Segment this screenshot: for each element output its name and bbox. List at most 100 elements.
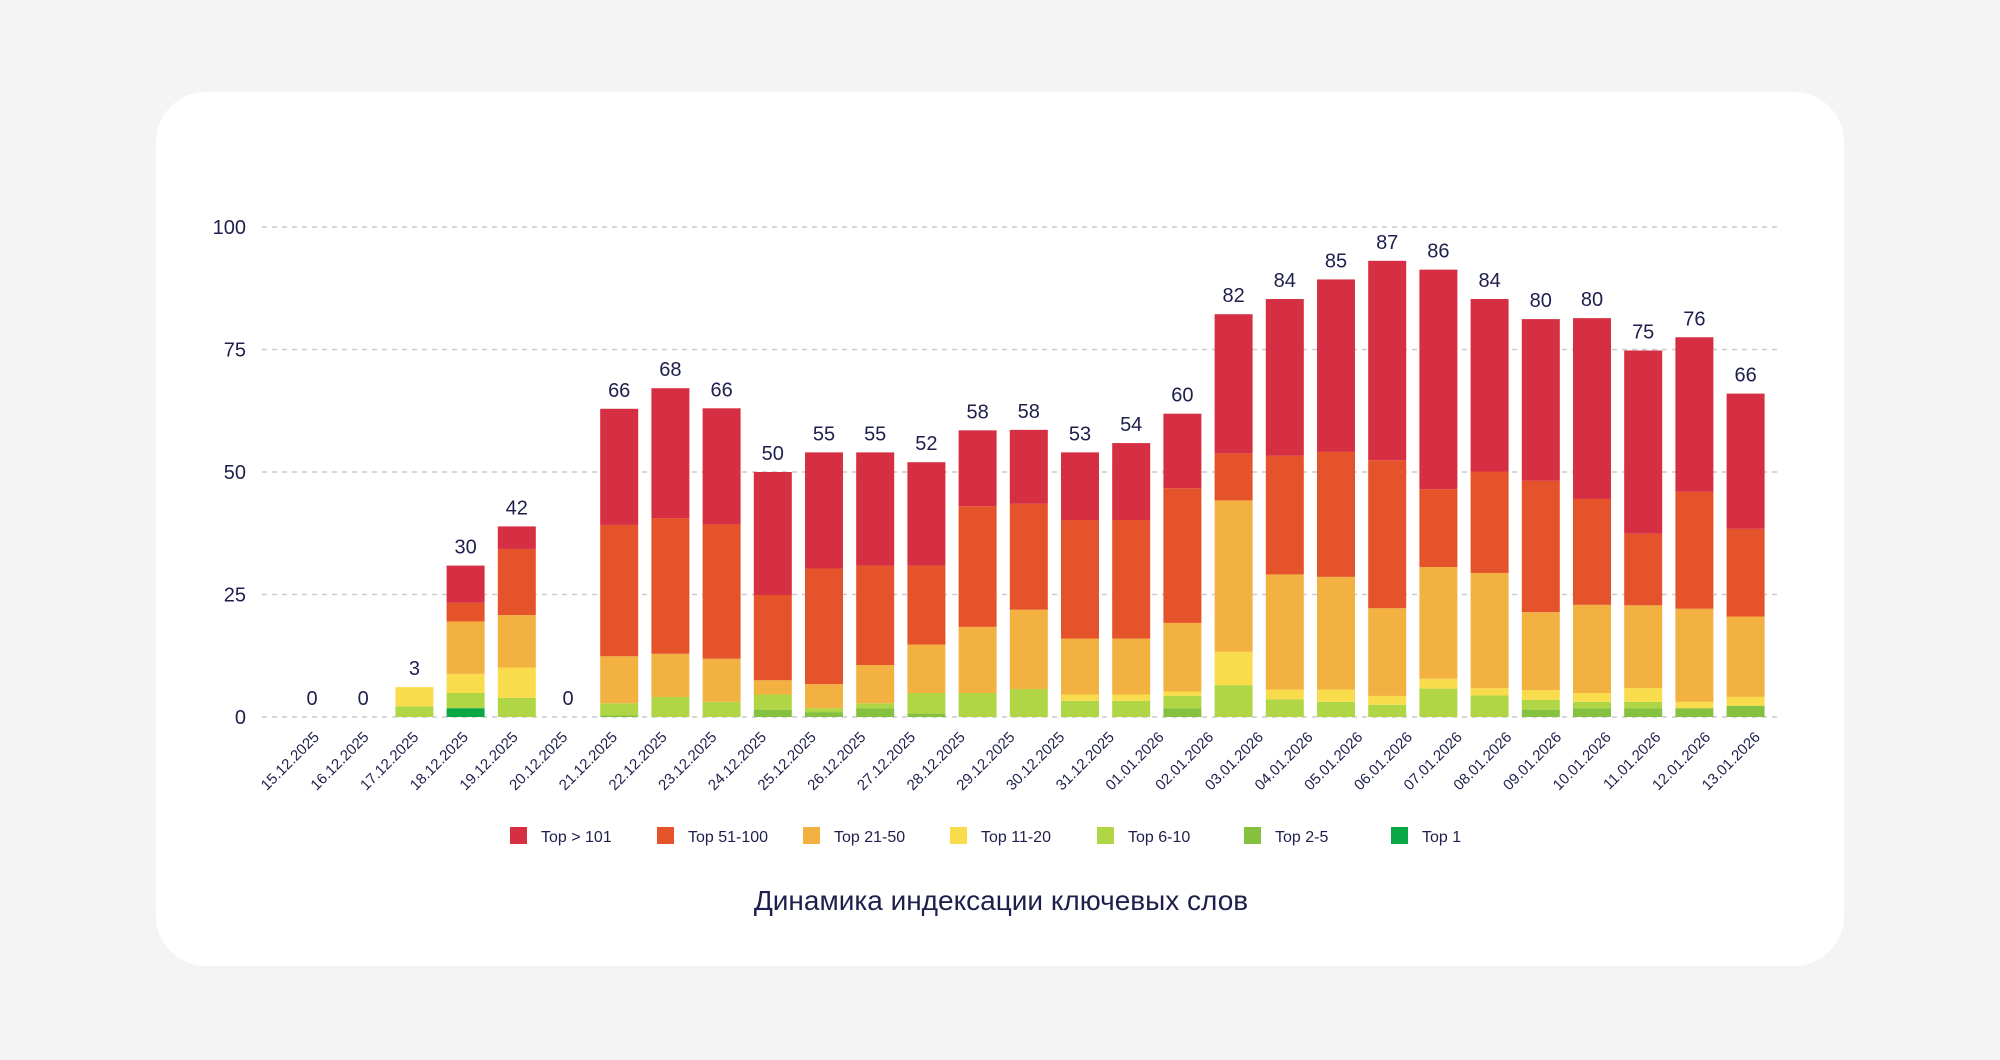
bar-segment <box>1214 453 1253 501</box>
bar-segment <box>497 548 536 616</box>
bar-segment <box>702 524 741 659</box>
bar-segment <box>446 673 485 693</box>
bar-segment <box>1317 279 1355 452</box>
y-tick-label: 100 <box>213 217 246 239</box>
bar-segment <box>907 462 946 566</box>
bar-segment <box>1163 695 1202 709</box>
bar-segment <box>1317 451 1355 577</box>
bar-total-label: 87 <box>1376 232 1398 254</box>
bar-segment <box>805 684 843 709</box>
x-axis-ticks: 15.12.202516.12.202517.12.202518.12.2025… <box>258 729 1764 794</box>
bar-segment <box>497 615 536 668</box>
bar-segment <box>446 602 485 622</box>
bar-segment <box>702 658 741 702</box>
bar-segment <box>1521 709 1560 717</box>
bar-segment <box>958 430 997 507</box>
bar-segment <box>1265 689 1304 700</box>
bar-segment <box>497 697 536 717</box>
bar-total-label: 68 <box>659 359 681 381</box>
bar-segment <box>1573 708 1611 717</box>
bar-segment <box>907 692 946 714</box>
bar-segment <box>1624 708 1663 717</box>
bar-total-label: 80 <box>1530 290 1552 312</box>
bar-segment <box>1624 688 1663 702</box>
y-tick-label: 50 <box>224 462 246 484</box>
bar-total-label: 66 <box>1734 365 1756 387</box>
bar-total-label: 55 <box>864 423 886 445</box>
bar-total-label: 66 <box>608 380 630 402</box>
bar-total-label: 58 <box>1018 401 1040 423</box>
bar-segment <box>1726 393 1765 529</box>
legend-label: Top 51-100 <box>688 829 768 846</box>
bar-total-label: 3 <box>409 658 420 680</box>
legend-swatch <box>1244 827 1261 844</box>
bar-segment <box>1265 699 1304 717</box>
bar-total-label: 58 <box>966 401 988 423</box>
y-axis-ticks: 0 25 50 75 100 <box>213 217 246 729</box>
y-tick-label: 75 <box>224 340 246 362</box>
bar-total-labels: 0 0 3 30 42 0 66 68 66 50 55 55 52 58 58 53 54 60 82 84 85 87… <box>306 232 1756 710</box>
legend-swatch <box>1097 827 1114 844</box>
bar-segment <box>1419 688 1458 717</box>
bar-total-label: 66 <box>710 379 732 401</box>
bar-total-label: 82 <box>1222 285 1244 307</box>
bar-segment <box>1573 498 1611 605</box>
bar-segment <box>1061 694 1099 701</box>
bar-segment <box>1112 443 1151 521</box>
bar-segment <box>753 472 792 595</box>
bar-segment <box>600 408 639 525</box>
bar-segment <box>395 706 434 717</box>
legend: Top > 101 Top 51-100 Top 21-50 Top 11-20 Top… <box>510 827 1461 846</box>
bar-segment <box>395 687 434 707</box>
bar-segment <box>1265 299 1304 456</box>
bar-segment <box>1368 260 1407 461</box>
bar-segment <box>1675 708 1714 717</box>
bar-segment <box>1573 701 1611 709</box>
bar-total-label: 30 <box>454 537 476 559</box>
bar-segment <box>1470 471 1509 573</box>
legend-label: Top 21-50 <box>834 829 905 846</box>
bar-segment <box>1675 701 1714 709</box>
bar-segment <box>1163 708 1202 717</box>
legend-label: Top > 101 <box>541 829 612 846</box>
bar-segment <box>907 565 946 645</box>
bar-segment <box>1265 574 1304 690</box>
bar-segment <box>1521 480 1560 613</box>
bar-segment <box>1112 700 1151 717</box>
bar-segment <box>1112 638 1151 695</box>
bar-segment <box>1368 704 1407 717</box>
bar-segment <box>651 653 690 697</box>
bar-segment <box>805 712 843 717</box>
bar-segment <box>446 565 485 603</box>
bar-segment <box>1470 572 1509 689</box>
bar-total-label: 53 <box>1069 423 1091 445</box>
bar-total-label: 0 <box>306 688 317 710</box>
bar-segment <box>600 524 639 657</box>
bar-total-label: 42 <box>506 497 528 519</box>
bar-segment <box>958 692 997 717</box>
bar-segment <box>1521 612 1560 691</box>
bar-segment <box>1675 337 1714 492</box>
bar-segment <box>1112 694 1151 701</box>
bar-total-label: 0 <box>358 688 369 710</box>
bar-total-label: 84 <box>1478 270 1500 292</box>
bar-segment <box>958 506 997 627</box>
bar-segment <box>753 594 792 681</box>
bar-segment <box>1368 460 1407 609</box>
bar-segment <box>1368 695 1407 705</box>
legend-item: Top 21-50 <box>803 827 905 846</box>
bar-segment <box>1214 685 1253 717</box>
bar-segment <box>446 621 485 674</box>
bar-segment <box>1317 701 1355 717</box>
bar-segment <box>856 452 895 566</box>
bar-segment <box>1521 690 1560 700</box>
bar-segment <box>1061 520 1099 639</box>
bar-total-label: 80 <box>1581 289 1603 311</box>
bar-segment <box>1317 689 1355 702</box>
legend-swatch <box>950 827 967 844</box>
bar-segment <box>1061 700 1099 717</box>
bar-segment <box>1675 608 1714 702</box>
bar-segment <box>446 692 485 709</box>
bar-segment <box>1317 576 1355 690</box>
bar-segment <box>1009 503 1048 610</box>
